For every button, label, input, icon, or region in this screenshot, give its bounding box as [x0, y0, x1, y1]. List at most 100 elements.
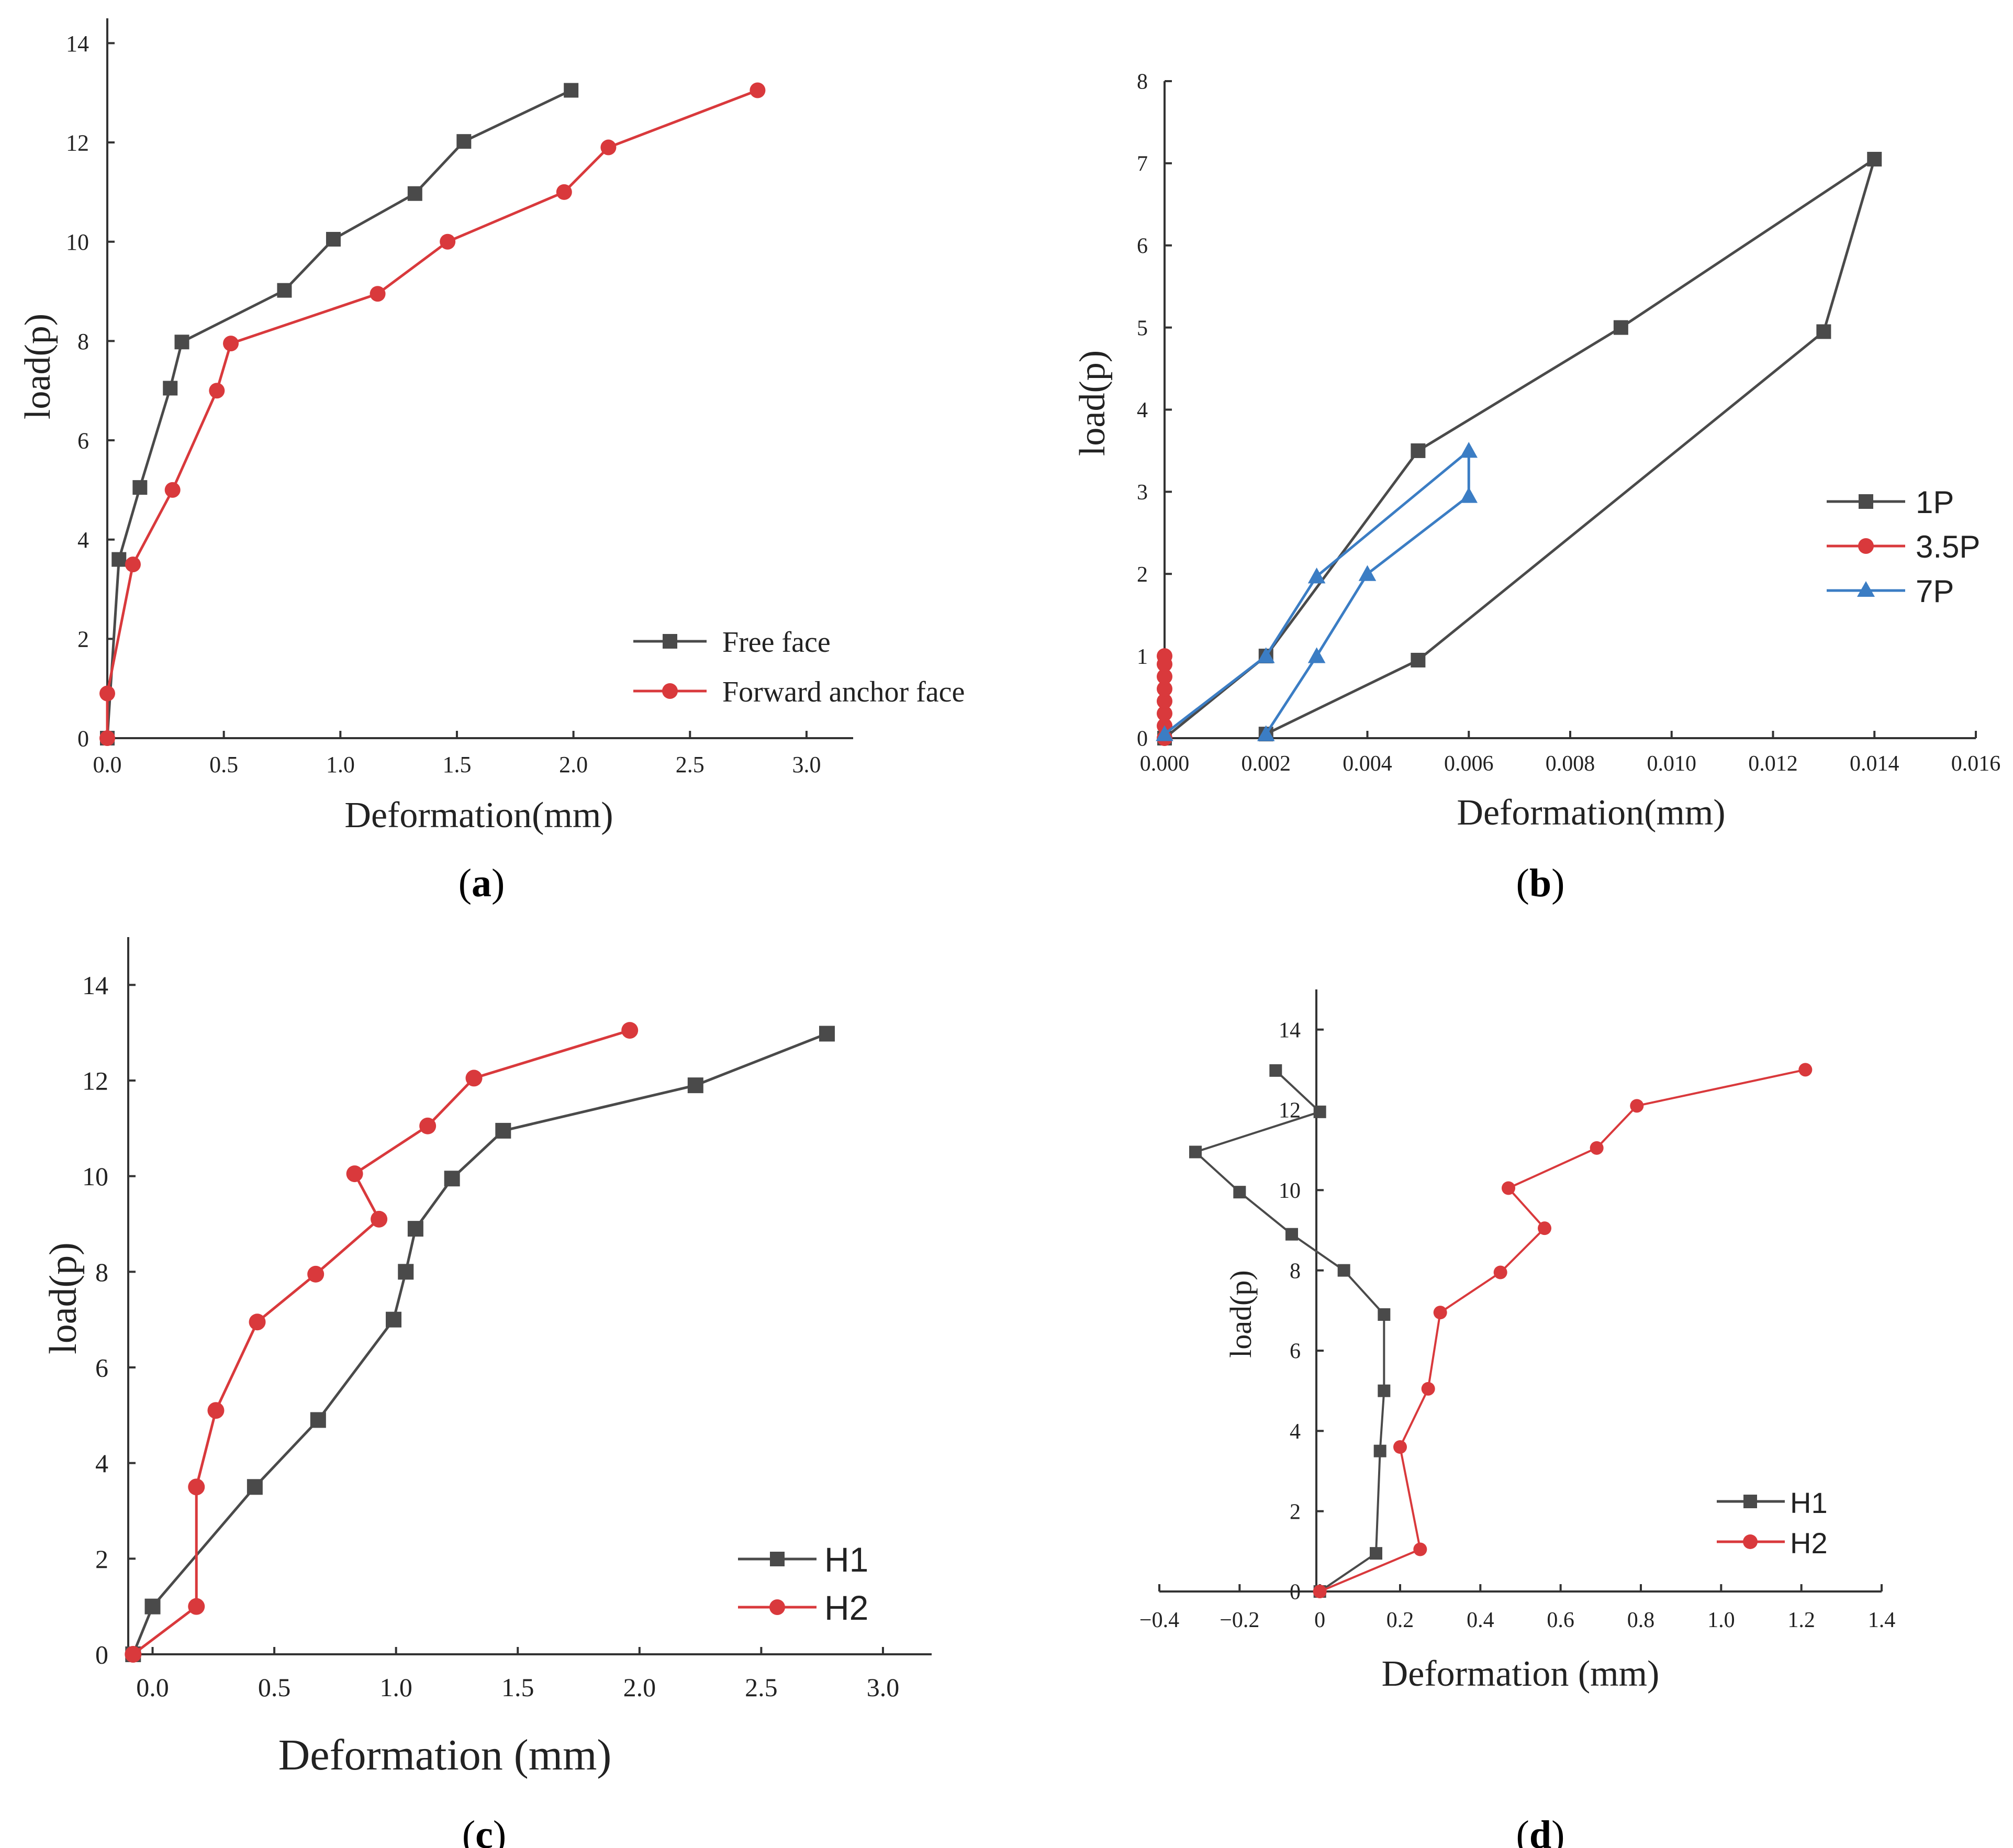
- panel-a-x-tick-label: 1.5: [442, 752, 471, 777]
- panel-a-caption: (a): [458, 861, 505, 905]
- panel-b-caption: (b): [1516, 861, 1565, 905]
- panel-b-series-1p-point: [1411, 443, 1426, 458]
- panel-b-caption-letter: b: [1529, 861, 1551, 905]
- panel-a-legend-forward-anchor-label: Forward anchor face: [722, 676, 965, 708]
- panel-a-legend-forward-anchor-marker: [662, 683, 678, 699]
- panel-b-y-tick-label: 3: [1137, 481, 1148, 505]
- panel-b-x-tick-label: 0.016: [1951, 752, 2001, 776]
- panel-d-y-tick-label: 0: [1290, 1580, 1301, 1605]
- panel-b-x-tick-label: 0.004: [1343, 752, 1392, 776]
- panel-c-series-h1-point: [407, 1221, 423, 1237]
- panel-a-y-tick-label: 8: [77, 329, 89, 354]
- panel-d-x-tick-label: 1.4: [1868, 1608, 1896, 1632]
- panel-d-y-tick-label: 14: [1279, 1018, 1301, 1042]
- panel-b-series-1p-point: [1816, 324, 1831, 339]
- panel-b-legend-3-5p-marker: [1858, 538, 1874, 554]
- panel-d-series-h2-point: [1590, 1141, 1604, 1155]
- panel-a-series-free-face-point: [326, 231, 341, 247]
- panel-d-series-h2-point: [1798, 1063, 1813, 1077]
- panel-a-series-forward-anchor-face-point: [750, 82, 766, 98]
- panel-d-y-tick-label: 4: [1290, 1420, 1301, 1444]
- panel-b-series-7p-line: [1164, 449, 1470, 736]
- panel-c-series-h1-point: [819, 1026, 835, 1042]
- panel-d-series-h2-point: [1421, 1382, 1435, 1396]
- panel-c-series-h1-point: [687, 1077, 703, 1094]
- panel-b-series-1p-line: [1164, 158, 1876, 739]
- panel-c-y-tick-label: 14: [82, 971, 108, 1000]
- panel-d-series-h1-point: [1337, 1264, 1350, 1277]
- panel-a-x-tick-label: 0.0: [93, 752, 122, 777]
- panel-d-y-tick-label: 2: [1290, 1500, 1301, 1524]
- panel-b-x-tick-label: 0.010: [1647, 752, 1697, 776]
- panel-c-y-tick-label: 8: [95, 1257, 108, 1287]
- panel-b-x-tick-label: 0.002: [1242, 752, 1291, 776]
- panel-b-y-tick-label: 0: [1137, 727, 1148, 751]
- panel-a-series-free-face-point: [277, 283, 292, 298]
- panel-d-x-tick-label: 0.6: [1547, 1608, 1574, 1632]
- panel-c-y-tick-label: 0: [95, 1640, 108, 1669]
- panel-d-series-h1-point: [1373, 1444, 1386, 1457]
- panel-b-y-label: load(p): [1072, 350, 1113, 456]
- panel-c-x-tick-label: 3.0: [867, 1673, 900, 1702]
- panel-a-series-forward-anchor-face-point: [125, 556, 141, 573]
- panel-d-x-tick-label: 0: [1314, 1608, 1325, 1632]
- panel-a-series-forward-anchor-face-point: [223, 336, 239, 352]
- panel-c-series-h1-point: [310, 1412, 326, 1428]
- panel-a: 0.0 0.5 1.0 1.5 2.0 2.5 3.0 0 2 4 6 8 10 12 14 Deforma…: [18, 18, 965, 905]
- panel-d-caption-letter: d: [1529, 1813, 1551, 1848]
- panel-a-y-tick-label: 6: [77, 428, 89, 453]
- panel-d-x-tick-label: −0.4: [1139, 1608, 1179, 1632]
- panel-a-series-free-face-point: [111, 552, 127, 567]
- panel-b-series-7p-point: [1307, 567, 1326, 584]
- panel-d-x-label: Deformation (mm): [1382, 1654, 1660, 1694]
- panel-c-series-h1-point: [398, 1264, 414, 1280]
- panel-c-caption: (c): [462, 1813, 506, 1848]
- panel-c-series-h1-point: [247, 1479, 263, 1495]
- panel-b-series-3-5p-point: [1157, 681, 1172, 697]
- panel-c-series-h1-point: [386, 1311, 402, 1328]
- panel-d-series-h1-point: [1189, 1145, 1202, 1159]
- panel-d-x-tick-label: 1.2: [1787, 1608, 1815, 1632]
- panel-c-series-h2-point: [125, 1646, 142, 1663]
- panel-c-series-h2-point: [621, 1022, 639, 1039]
- panel-c-y-tick-label: 10: [82, 1162, 108, 1191]
- panel-c-legend: H1 H2: [738, 1540, 868, 1627]
- panel-a-series-forward-anchor-face-point: [600, 139, 617, 155]
- panel-b-series-7p-point: [1307, 647, 1326, 663]
- panel-d-series-h1-point: [1370, 1547, 1382, 1560]
- panel-a-y-tick-label: 2: [77, 627, 89, 652]
- panel-c-x-tick-label: 0.5: [258, 1673, 291, 1702]
- panel-c-series-h2-point: [465, 1070, 483, 1087]
- panel-a-y-label: load(p): [18, 314, 58, 419]
- panel-c-series-h2-point: [307, 1265, 325, 1283]
- panel-a-series-free-face-point: [163, 381, 178, 396]
- panel-c-y-tick-label: 4: [95, 1449, 108, 1478]
- panel-b-legend: 1P 3.5P 7P: [1827, 485, 1980, 609]
- panel-b-y-tick-label: 4: [1137, 398, 1148, 422]
- panel-c-series-h2-point: [249, 1313, 266, 1331]
- panel-c-series-h2-point: [371, 1210, 388, 1228]
- panel-d-series-h1-point: [1313, 1105, 1326, 1118]
- panel-a-x-tick-label: 3.0: [792, 752, 821, 777]
- panel-d-series-h2-point: [1433, 1306, 1447, 1320]
- panel-d-x-tick-label: −0.2: [1220, 1608, 1259, 1632]
- panel-b-x-tick-label: 0.006: [1444, 752, 1494, 776]
- panel-c-y-tick-label: 12: [82, 1066, 108, 1096]
- panel-b-series-1p-point: [1867, 152, 1882, 167]
- panel-a-series-forward-anchor-face-point: [164, 482, 181, 498]
- panel-d-x-tick-label: 0.2: [1386, 1608, 1414, 1632]
- panel-d-x-tick-label: 0.4: [1467, 1608, 1494, 1632]
- panel-d-series-h1-point: [1233, 1186, 1246, 1199]
- panel-c-x-tick-label: 1.0: [379, 1673, 412, 1702]
- panel-c-legend-h1-marker: [770, 1552, 785, 1566]
- panel-b-series-7p-point: [1460, 487, 1478, 503]
- panel-c-legend-h2-label: H2: [824, 1588, 868, 1627]
- panel-d-legend-h2-marker: [1743, 1534, 1758, 1549]
- panel-b-x-tick-label: 0.012: [1748, 752, 1798, 776]
- panel-d-series-h2-point: [1493, 1265, 1507, 1279]
- panel-a-y-tick-label: 14: [66, 31, 89, 57]
- panel-d-series-h2-point: [1393, 1440, 1407, 1454]
- panel-c-series-h1-line: [131, 1032, 827, 1655]
- panel-a-series-free-face-line: [106, 89, 572, 739]
- panel-b-series-1p-point: [1411, 652, 1426, 667]
